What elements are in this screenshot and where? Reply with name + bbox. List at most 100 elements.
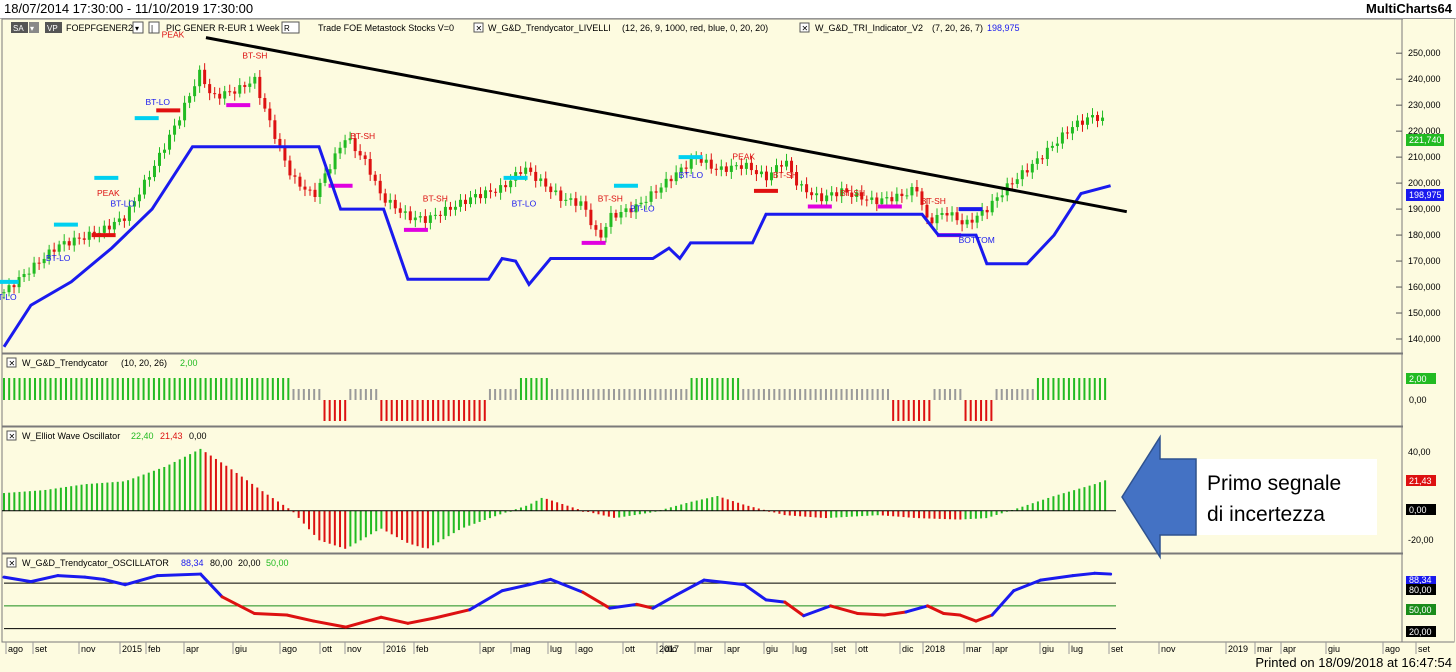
chart-area[interactable]: SA ▾ VP FOEPFGENER2 ▾ | PIC GENER R-EUR … bbox=[0, 0, 1456, 654]
ewo-bar bbox=[158, 468, 161, 511]
candle-body bbox=[905, 195, 909, 197]
ewo-bar bbox=[804, 510, 807, 517]
expand-button[interactable] bbox=[148, 21, 160, 34]
trendycator-bar bbox=[716, 378, 719, 400]
ewo-bar bbox=[333, 510, 336, 546]
trendycator-bar bbox=[726, 378, 729, 400]
trend-line[interactable] bbox=[205, 36, 1128, 214]
trendycator-bar bbox=[680, 389, 683, 400]
candle-body bbox=[469, 197, 473, 205]
time-tick-label: giu bbox=[1328, 644, 1340, 654]
symbol-dropdown[interactable] bbox=[132, 21, 144, 34]
close-indicator-button[interactable] bbox=[6, 557, 17, 568]
time-tick-label: apr bbox=[186, 644, 199, 654]
ewo-value3: 0,00 bbox=[189, 431, 207, 441]
candle-body bbox=[1030, 163, 1034, 173]
candle-body bbox=[178, 120, 182, 126]
trendycator-bar bbox=[793, 389, 796, 400]
candle-body bbox=[534, 171, 538, 181]
ewo-bar bbox=[183, 456, 186, 511]
trendycator-bar bbox=[323, 400, 326, 421]
candle-body bbox=[173, 125, 177, 135]
ewo-bar bbox=[70, 486, 73, 511]
ewo-bar bbox=[385, 510, 388, 532]
candle-body bbox=[358, 151, 362, 156]
time-tick-label: giu bbox=[1042, 644, 1054, 654]
time-tick-label: set bbox=[35, 644, 48, 654]
ewo-bar bbox=[28, 491, 31, 511]
ewo-bar bbox=[488, 510, 491, 519]
trendycator-bar bbox=[1078, 378, 1081, 400]
candle-body bbox=[353, 138, 357, 152]
ewo-bar bbox=[163, 466, 166, 511]
candle-body bbox=[238, 85, 242, 94]
ewo-bar bbox=[545, 498, 548, 511]
trendycator-bar bbox=[933, 389, 936, 400]
sa-button[interactable] bbox=[11, 22, 28, 33]
ewo-bar bbox=[473, 510, 476, 524]
candle-body bbox=[759, 171, 763, 175]
indicator1-params: (12, 26, 9, 1000, red, blue, 0, 20, 20) bbox=[622, 23, 768, 33]
candle-body bbox=[1065, 132, 1069, 134]
ewo-bar bbox=[644, 510, 647, 514]
candle-body bbox=[940, 213, 944, 215]
candle-body bbox=[67, 241, 71, 246]
trendycator-bar bbox=[23, 378, 26, 400]
trendycator-bar bbox=[1067, 378, 1070, 400]
price-scale[interactable] bbox=[1403, 19, 1454, 642]
trendycator-bar bbox=[395, 400, 398, 421]
trendycator-bar bbox=[282, 378, 285, 400]
trendycator-bar bbox=[918, 400, 921, 421]
ewo-bar bbox=[737, 502, 740, 511]
trendycator-bar bbox=[13, 378, 16, 400]
ewo-bar bbox=[18, 491, 21, 511]
ewo-bar bbox=[44, 489, 47, 511]
signal-label: BT-SH bbox=[773, 170, 798, 180]
ewo-bar bbox=[54, 488, 57, 511]
ewo-bar bbox=[261, 491, 264, 511]
ewo-tick-label: -20,00 bbox=[1408, 535, 1434, 545]
vp-button[interactable] bbox=[45, 22, 62, 33]
trendycator-bar bbox=[587, 389, 590, 400]
trendycator-bar bbox=[835, 389, 838, 400]
ewo-bar bbox=[923, 510, 926, 519]
candle-body bbox=[744, 162, 748, 169]
ewo-bar bbox=[576, 509, 579, 511]
osc-segment bbox=[83, 575, 106, 581]
osc-segment bbox=[974, 613, 994, 623]
candle-body bbox=[323, 173, 327, 183]
candle-body bbox=[1080, 120, 1084, 125]
candle-body bbox=[945, 213, 949, 216]
trendycator-bar bbox=[302, 389, 305, 400]
close-indicator-button[interactable] bbox=[6, 357, 17, 368]
sa-dropdown[interactable] bbox=[29, 22, 39, 33]
ewo-bar bbox=[525, 505, 528, 511]
trendycator-bar bbox=[111, 378, 114, 400]
trendycator-bar bbox=[463, 400, 466, 421]
price-tick-label: 220,000 bbox=[1408, 126, 1441, 136]
ewo-bar bbox=[871, 510, 874, 516]
close-indicator-button[interactable] bbox=[799, 22, 810, 33]
price-tick-label: 250,000 bbox=[1408, 48, 1441, 58]
close-indicator-button[interactable] bbox=[6, 430, 17, 441]
trendycator-bar bbox=[990, 400, 993, 421]
ewo-bar bbox=[1016, 508, 1019, 511]
signal-label: BOTTOM bbox=[959, 235, 995, 245]
trendycator-bar bbox=[313, 389, 316, 400]
candle-body bbox=[308, 189, 312, 191]
candle-body bbox=[1035, 158, 1039, 164]
r-button[interactable] bbox=[281, 21, 300, 34]
close-indicator-button[interactable] bbox=[473, 22, 484, 33]
trendycator-bar bbox=[830, 389, 833, 400]
time-tick-label: apr bbox=[727, 644, 740, 654]
ewo-tag-value: 21,43 bbox=[1409, 476, 1432, 486]
osc-segment bbox=[468, 589, 504, 612]
time-tick-label: ago bbox=[8, 644, 23, 654]
candle-body bbox=[815, 193, 819, 196]
trendycator-bar bbox=[514, 389, 517, 400]
candle-body bbox=[990, 200, 994, 213]
ewo-bar bbox=[757, 508, 760, 511]
price-tick-labels: 140,000 150,000 160,000 170,000 180,000 190,0… bbox=[1408, 48, 1441, 344]
trendycator-bar bbox=[152, 378, 155, 400]
candle-body bbox=[614, 212, 618, 218]
